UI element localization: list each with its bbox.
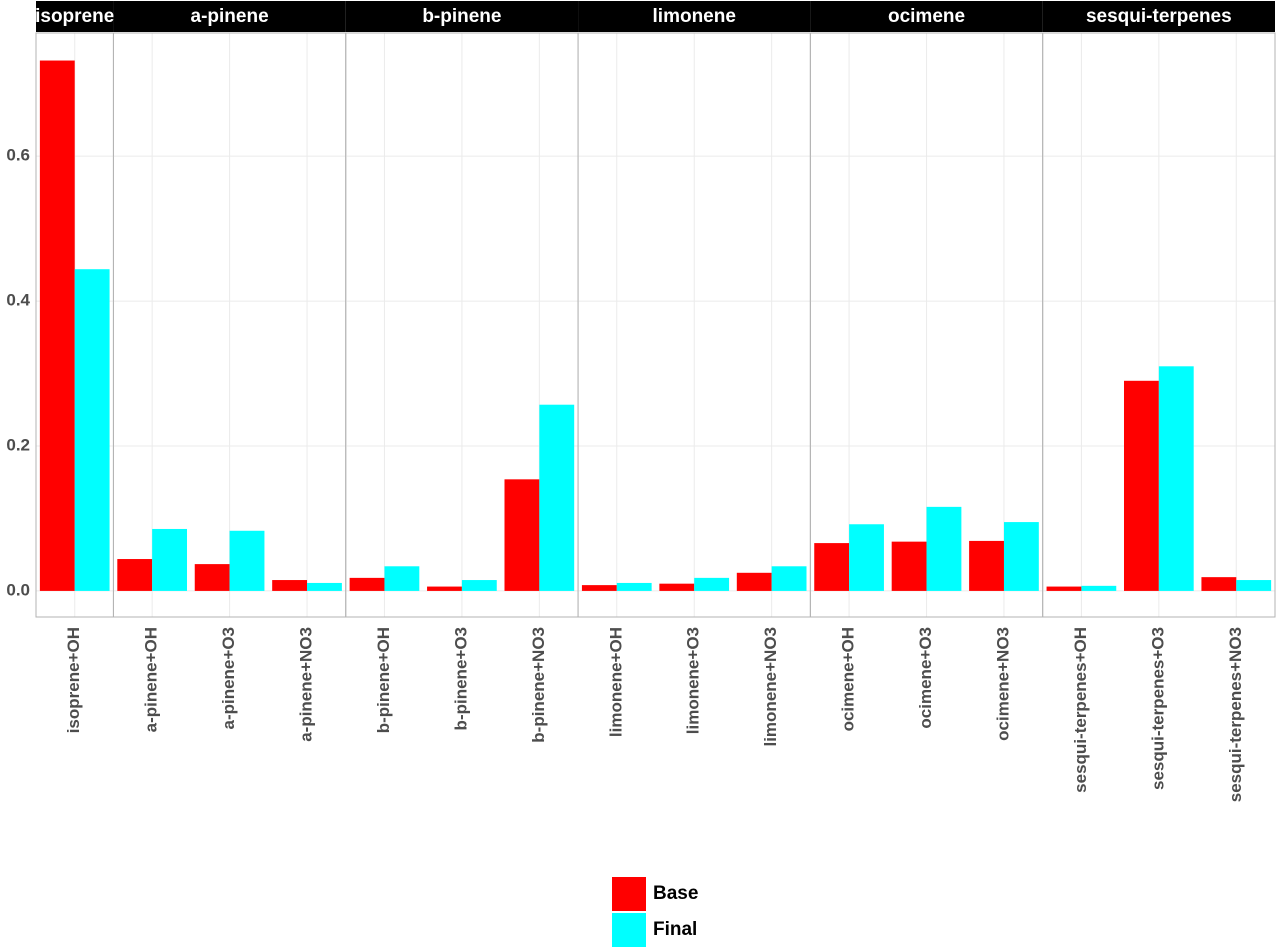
bar xyxy=(1201,577,1237,591)
bar xyxy=(814,543,850,591)
bar xyxy=(736,572,772,591)
bar xyxy=(39,60,75,591)
bar xyxy=(427,586,462,591)
bar xyxy=(194,564,230,591)
bar xyxy=(891,541,927,591)
legend-key xyxy=(612,877,646,911)
x-tick-label: sesqui-terpenes+NO3 xyxy=(1226,627,1245,802)
x-tick-label: a-pinene+NO3 xyxy=(297,627,316,742)
x-tick-label: ocimene+OH xyxy=(839,627,858,731)
x-tick-label: b-pinene+NO3 xyxy=(529,627,548,743)
bar xyxy=(539,404,575,591)
bar xyxy=(926,506,962,591)
bar xyxy=(117,559,153,591)
x-tick-label: ocimene+O3 xyxy=(916,627,935,729)
bar xyxy=(461,580,497,591)
bar xyxy=(74,269,110,591)
legend-label: Base xyxy=(653,883,698,904)
facet-title: ocimene xyxy=(888,6,965,27)
facet-strip xyxy=(345,1,579,32)
bar xyxy=(384,566,420,591)
facet-strip xyxy=(113,1,346,32)
x-tick-label: limonene+NO3 xyxy=(761,627,780,747)
bar xyxy=(272,580,308,591)
y-tick-label: 0.0 xyxy=(6,580,30,599)
x-tick-label: isoprene+OH xyxy=(64,627,83,733)
x-tick-label: sesqui-terpenes+OH xyxy=(1071,627,1090,793)
panel-border xyxy=(1042,32,1276,618)
facet-title: b-pinene xyxy=(422,6,501,27)
bar xyxy=(616,582,652,591)
bar xyxy=(1003,522,1039,591)
bar xyxy=(1123,380,1159,591)
bar xyxy=(349,577,385,591)
bar xyxy=(307,582,342,591)
legend-key xyxy=(612,913,646,947)
x-tick-label: a-pinene+OH xyxy=(142,627,161,732)
bar xyxy=(694,577,730,591)
y-tick-label: 0.4 xyxy=(6,291,30,310)
y-tick-label: 0.2 xyxy=(6,435,30,454)
bar xyxy=(1158,366,1194,591)
x-tick-label: limonene+OH xyxy=(606,627,625,737)
x-tick-label: ocimene+NO3 xyxy=(993,627,1012,741)
bar xyxy=(229,530,265,591)
x-tick-label: a-pinene+O3 xyxy=(219,627,238,730)
bar xyxy=(1046,586,1082,591)
facet-title: limonene xyxy=(653,6,736,27)
y-tick-label: 0.6 xyxy=(6,146,30,165)
bar xyxy=(581,585,617,591)
facet-strip xyxy=(810,1,1043,32)
bar xyxy=(849,524,884,591)
bar xyxy=(1236,580,1272,591)
x-tick-label: b-pinene+OH xyxy=(374,627,393,733)
facet-strip xyxy=(578,1,811,32)
facet-strip xyxy=(1042,1,1275,32)
bar xyxy=(771,566,807,591)
bar xyxy=(659,583,695,591)
x-tick-label: sesqui-terpenes+O3 xyxy=(1148,627,1167,790)
facet-strip xyxy=(36,1,114,32)
x-tick-label: b-pinene+O3 xyxy=(451,627,470,730)
bar xyxy=(969,540,1004,591)
bar xyxy=(152,528,188,591)
bar xyxy=(504,479,540,591)
facet-title: isoprene xyxy=(35,6,114,27)
facet-title: sesqui-terpenes xyxy=(1086,6,1232,27)
legend-label: Final xyxy=(653,919,697,940)
facet-title: a-pinene xyxy=(191,6,269,27)
bar xyxy=(1081,585,1117,591)
x-tick-label: limonene+O3 xyxy=(684,627,703,734)
